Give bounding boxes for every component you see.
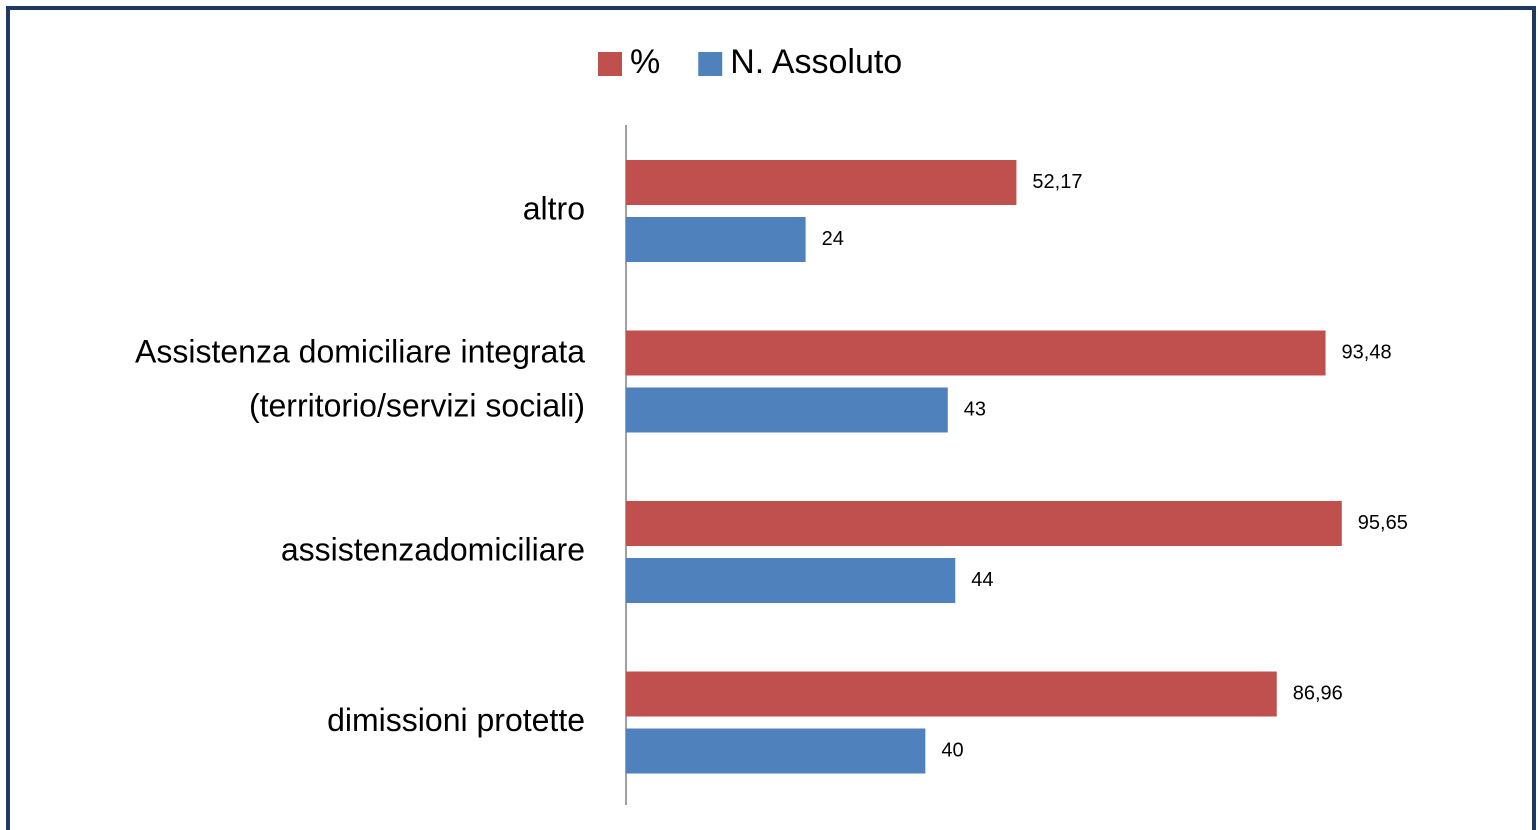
bar — [626, 558, 956, 603]
data-label: 86,96 — [1293, 682, 1343, 704]
legend-label: % — [630, 43, 660, 81]
bar — [626, 160, 1017, 205]
category-label: dimissioni protette — [327, 702, 585, 738]
data-label: 43 — [964, 398, 986, 420]
bar — [626, 217, 806, 262]
bar — [626, 501, 1342, 546]
legend-swatch — [698, 52, 723, 76]
data-label: 95,65 — [1358, 512, 1408, 534]
legend-label: N. Assoluto — [730, 43, 902, 81]
data-label: 52,17 — [1032, 171, 1082, 193]
data-label: 93,48 — [1342, 341, 1392, 363]
data-label: 40 — [941, 739, 963, 761]
category-label: altro — [523, 190, 585, 226]
data-label: 44 — [971, 569, 993, 591]
bar — [626, 671, 1277, 717]
category-label: Assistenza domiciliare integrata (territo… — [135, 334, 585, 424]
legend-swatch — [598, 52, 622, 76]
data-label: 24 — [822, 228, 844, 250]
bar — [626, 330, 1326, 376]
bar — [626, 728, 926, 774]
category-label: assistenzadomiciliare — [281, 531, 585, 567]
bar — [626, 387, 948, 433]
